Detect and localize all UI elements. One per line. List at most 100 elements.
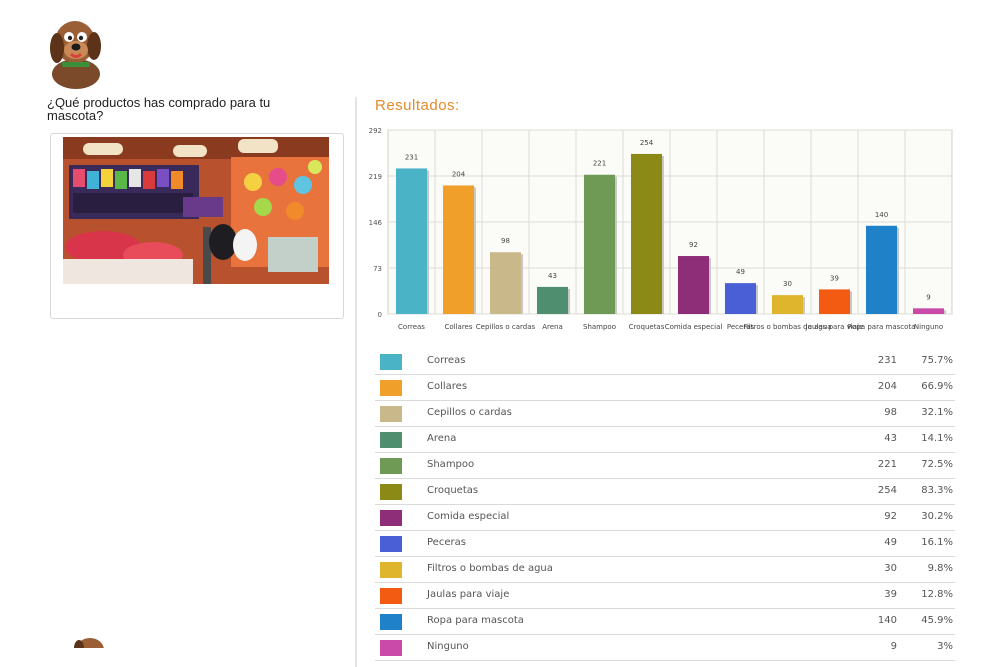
legend-swatch [380,640,402,656]
legend-swatch [380,484,402,500]
bar [489,252,522,314]
x-tick-label: Jaulas para viaje [805,323,864,331]
x-tick-label: Correas [398,323,425,331]
y-tick-label: 73 [373,265,382,273]
legend-count: 39 [884,589,897,600]
legend-label: Cepillos o cardas [427,407,512,418]
x-tick-label: Collares [444,323,472,331]
x-tick-label: Comida especial [665,323,723,331]
legend-count: 140 [877,615,897,626]
legend-row: Filtros o bombas de agua 30 9.8% [375,558,955,583]
bar [865,225,898,314]
legend-swatch [380,562,402,578]
legend-swatch [380,510,402,526]
legend-swatch [380,588,402,604]
x-tick-label: Filtros o bombas de agua [743,323,831,331]
data-label: 231 [405,153,418,161]
x-tick-label: Ninguno [914,323,943,331]
legend-count: 254 [877,485,897,496]
y-tick-label: 219 [369,173,382,181]
legend-count: 221 [877,459,897,470]
y-tick-label: 146 [369,219,383,227]
legend-label: Ropa para mascota [427,615,524,626]
legend-row: Arena 43 14.1% [375,428,955,453]
legend-percent: 16.1% [921,537,953,548]
legend-label: Arena [427,433,457,444]
results-title: Resultados: [375,97,460,114]
bar [677,256,710,314]
bar [912,308,945,314]
data-label: 49 [736,268,745,276]
pet-store-photo [63,137,329,284]
legend-row: Ninguno 9 3% [375,636,955,661]
legend-row: Ropa para mascota 140 45.9% [375,610,955,635]
legend-swatch [380,536,402,552]
x-tick-label: Ropa para mascota [848,323,916,331]
legend-row: Correas 231 75.7% [375,350,955,375]
legend-row: Jaulas para viaje 39 12.8% [375,584,955,609]
bar [583,174,616,314]
dog-logo-partial [74,638,104,648]
data-label: 204 [452,170,466,178]
bar [442,185,475,314]
legend-percent: 14.1% [921,433,953,444]
data-label: 43 [548,272,557,280]
legend-label: Collares [427,381,468,392]
y-tick-label: 292 [369,127,382,135]
data-label: 92 [689,241,698,249]
legend-swatch [380,380,402,396]
legend-swatch [380,354,402,370]
legend-swatch [380,432,402,448]
legend-row: Croquetas 254 83.3% [375,480,955,505]
legend-label: Croquetas [427,485,479,496]
legend-row: Shampoo 221 72.5% [375,454,955,479]
x-tick-label: Arena [542,323,563,331]
data-label: 254 [640,139,654,147]
data-label: 221 [593,160,606,168]
x-tick-label: Shampoo [583,323,616,331]
legend-percent: 45.9% [921,615,953,626]
legend-swatch [380,458,402,474]
legend-percent: 32.1% [921,407,953,418]
legend-percent: 83.3% [921,485,953,496]
data-label: 39 [830,274,839,282]
legend-percent: 3% [937,641,953,652]
legend-swatch [380,406,402,422]
bar [536,286,569,314]
data-label: 98 [501,237,510,245]
legend-count: 30 [884,563,897,574]
legend-row: Collares 204 66.9% [375,376,955,401]
legend-row: Cepillos o cardas 98 32.1% [375,402,955,427]
legend-percent: 72.5% [921,459,953,470]
legend-label: Shampoo [427,459,475,470]
data-label: 30 [783,280,792,288]
x-tick-label: Peceras [727,323,755,331]
data-label: 9 [926,293,930,301]
legend-count: 9 [890,641,897,652]
x-tick-label: Cepillos o cardas [476,323,536,331]
bar [395,168,428,314]
results-bar-chart: 0 73 146 219 292 231 Correas 204 Collares 98 Cepil… [369,127,953,331]
legend-label: Filtros o bombas de agua [427,563,553,574]
legend-count: 98 [884,407,897,418]
legend-count: 204 [877,381,897,392]
legend-count: 231 [877,355,897,366]
dog-logo [45,8,107,90]
legend-label: Peceras [427,537,466,548]
legend-row: Peceras 49 16.1% [375,532,955,557]
legend-row: Comida especial 92 30.2% [375,506,955,531]
legend-label: Jaulas para viaje [427,589,510,600]
bar [771,295,804,314]
bar [724,283,757,314]
results-legend-table: Correas 231 75.7% Collares 204 66.9% Cepillos … [375,350,955,662]
x-tick-label: Croquetas [629,323,665,331]
legend-percent: 75.7% [921,355,953,366]
bar [818,289,851,314]
data-label: 140 [875,211,888,219]
column-divider [355,97,357,667]
legend-label: Correas [427,355,466,366]
y-tick-label: 0 [378,311,382,319]
legend-count: 49 [884,537,897,548]
legend-percent: 66.9% [921,381,953,392]
question-text: ¿Qué productos has comprado para tu masc… [47,95,271,123]
